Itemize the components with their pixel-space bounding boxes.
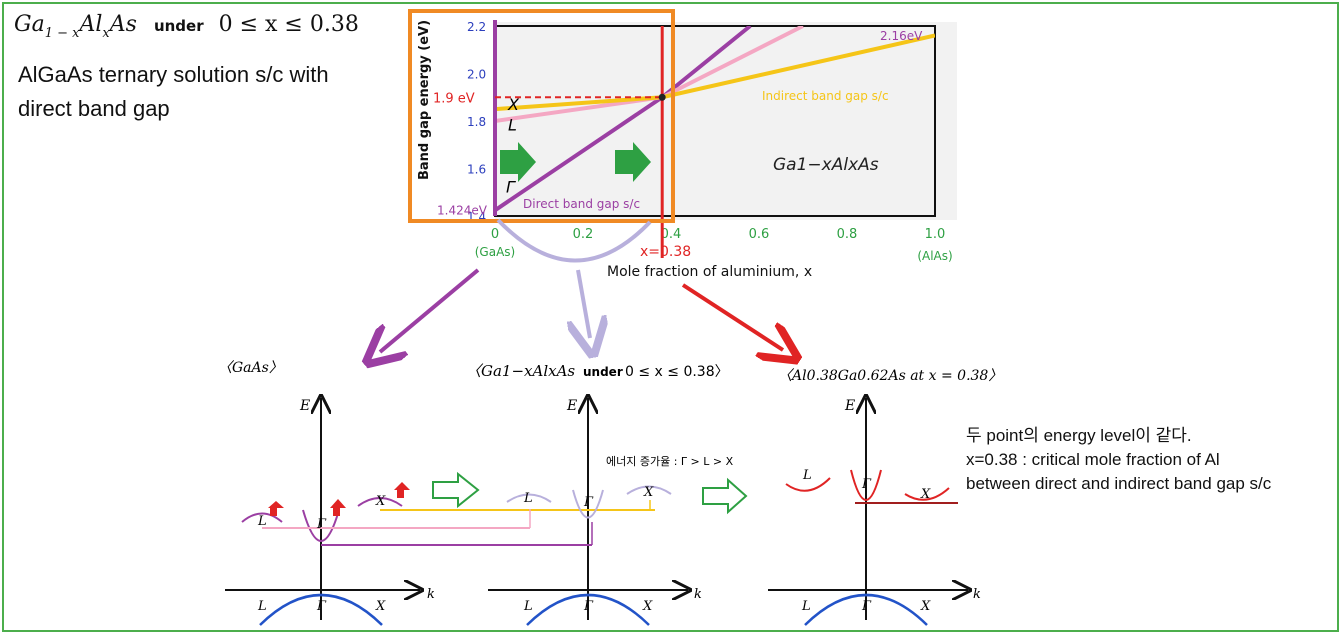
axis-E-mid: E bbox=[566, 398, 577, 414]
axis-k-mid: k bbox=[694, 587, 702, 602]
y-tick-label: 1.6 bbox=[467, 163, 486, 177]
transition-arrow-icon bbox=[432, 471, 480, 509]
panel-title-gaas: 〈GaAs〉 bbox=[218, 360, 283, 376]
x-end-label-gaas: (GaAs) bbox=[475, 245, 515, 259]
panel-right-axes bbox=[768, 398, 968, 620]
up-arrow-icon bbox=[330, 499, 346, 516]
header-formula: Ga1 − xAlxAs under 0 ≤ x ≤ 0.38 bbox=[14, 12, 359, 41]
x-tick-label: 0.6 bbox=[749, 227, 770, 242]
x-end-label-alas: (AlAs) bbox=[917, 249, 952, 263]
panel-title-mid-cond: 0 ≤ x ≤ 0.38〉 bbox=[625, 364, 729, 380]
label-X: X bbox=[375, 494, 386, 509]
arrow-to-gaas bbox=[380, 268, 480, 352]
crossing-energy-label: 1.9 eV bbox=[433, 91, 475, 106]
note-line2: x=0.38 : critical mole fraction of Al bbox=[966, 450, 1220, 469]
notes-block: 두 point의 energy level이 같다. x=0.38 : crit… bbox=[966, 424, 1271, 496]
forward-arrow-icon bbox=[500, 142, 536, 182]
valley-L-mid bbox=[506, 493, 552, 503]
chart-layer: 1.41.61.82.02.20 0.2 0.4 0.6 0.8 1.0(GaAs) (Al… bbox=[417, 20, 953, 280]
valley-X-right bbox=[904, 487, 950, 501]
x-tick-label: 0 bbox=[491, 227, 499, 242]
label-G: Γ bbox=[861, 477, 872, 492]
header-condition: 0 ≤ x ≤ 0.38 bbox=[218, 12, 359, 37]
panel-left-axes bbox=[225, 398, 420, 620]
x-tick-label: 1.0 bbox=[925, 227, 946, 242]
label-G: Γ bbox=[861, 599, 872, 614]
valence-band-mid bbox=[526, 593, 650, 626]
x-axis-label: Mole fraction of aluminium, x bbox=[607, 264, 812, 280]
label-X: X bbox=[643, 485, 654, 500]
valley-G-left bbox=[302, 509, 340, 542]
note-line3: between direct and indirect band gap s/c bbox=[966, 474, 1272, 493]
label-L: L bbox=[257, 599, 267, 614]
gaas-gap-label: 1.424eV bbox=[437, 203, 488, 217]
y-tick-label: 2.0 bbox=[467, 68, 486, 82]
valley-X-left bbox=[357, 497, 403, 507]
y-tick-label: 1.8 bbox=[467, 115, 486, 129]
note-line1: 두 point의 energy level이 같다. bbox=[966, 426, 1192, 445]
indirect-gap-label: Indirect band gap s/c bbox=[762, 89, 889, 103]
axis-E-left: E bbox=[299, 398, 310, 414]
valley-G-mid bbox=[572, 489, 604, 519]
label-X: X bbox=[375, 599, 386, 614]
label-X: X bbox=[920, 599, 931, 614]
forward-arrow-icon bbox=[615, 142, 651, 182]
y-tick-label: 2.2 bbox=[467, 20, 486, 34]
label-G: Γ bbox=[316, 517, 327, 532]
panel-title-mid-under: under bbox=[583, 365, 623, 379]
axis-E-right: E bbox=[844, 398, 855, 414]
series-label-L: L bbox=[508, 116, 517, 135]
series-label-X: X bbox=[507, 95, 520, 114]
valence-band-right bbox=[804, 593, 928, 626]
label-L: L bbox=[523, 491, 533, 506]
crossing-point bbox=[658, 93, 666, 101]
intro-line1: AlGaAs ternary solution s/c with bbox=[18, 62, 329, 87]
intro-line2: direct band gap bbox=[18, 96, 170, 121]
energy-order-note: 에너지 증가율 : Γ > L > X bbox=[606, 455, 734, 468]
alas-gap-label: 2.16eV bbox=[880, 29, 923, 43]
label-L: L bbox=[801, 599, 811, 614]
label-G: Γ bbox=[316, 599, 327, 614]
critical-x-label: x=0.38 bbox=[640, 244, 691, 260]
x-tick-label: 0.2 bbox=[573, 227, 594, 242]
inner-formula-label: Ga1−xAlxAs bbox=[773, 155, 879, 175]
label-G: Γ bbox=[583, 599, 594, 614]
header-under: under bbox=[153, 17, 204, 35]
highlight-box bbox=[408, 9, 675, 223]
label-L: L bbox=[523, 599, 533, 614]
x-tick-label: 0.8 bbox=[837, 227, 858, 242]
valence-band-left bbox=[259, 593, 383, 626]
arrow-to-critical bbox=[681, 283, 783, 350]
label-X: X bbox=[642, 599, 653, 614]
direct-gap-label: Direct band gap s/c bbox=[523, 197, 640, 211]
panel-title-mid: 〈Ga1−xAlxAs bbox=[466, 362, 575, 380]
valley-X-mid bbox=[626, 485, 672, 495]
valley-G-right bbox=[850, 469, 882, 501]
lavender-arc bbox=[496, 218, 652, 263]
label-L: L bbox=[802, 468, 812, 483]
x-tick-label: 0.4 bbox=[661, 227, 682, 242]
valley-L-right bbox=[785, 477, 831, 492]
up-arrow-icon bbox=[268, 501, 284, 516]
transition-arrow-icon bbox=[702, 477, 748, 515]
label-G: Γ bbox=[583, 495, 594, 510]
panel-title-right: 〈Al0.38Ga0.62As at x = 0.38〉 bbox=[778, 368, 1002, 384]
axis-k-left: k bbox=[427, 587, 435, 602]
axis-k-right: k bbox=[973, 587, 981, 602]
series-label-gamma: Γ bbox=[506, 177, 516, 196]
y-axis-label: Band gap energy (eV) bbox=[417, 20, 432, 180]
up-arrow-icon bbox=[394, 482, 410, 498]
arrow-to-mid bbox=[578, 269, 590, 338]
intro-text: AlGaAs ternary solution s/c with direct … bbox=[18, 58, 329, 126]
valley-L-left bbox=[241, 512, 283, 523]
label-L: L bbox=[257, 514, 267, 529]
label-X: X bbox=[920, 487, 931, 502]
chart-background bbox=[495, 22, 957, 220]
